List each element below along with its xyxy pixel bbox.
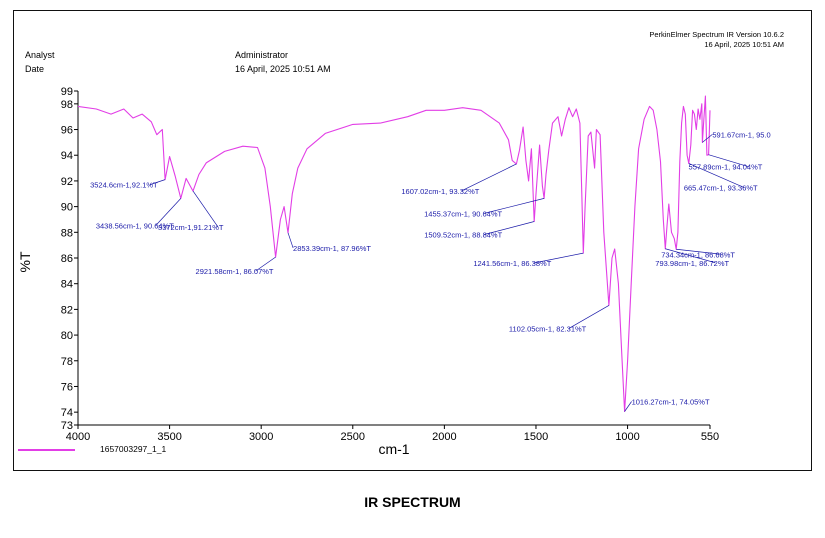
annotation-leader <box>676 248 722 255</box>
annotation-label: 1455.37cm-1, 90.64%T <box>424 209 502 218</box>
annotation-label: 1241.56cm-1, 86.38%T <box>473 259 551 268</box>
annotation-leader <box>461 163 517 192</box>
y-tick-label: 99 <box>61 86 73 98</box>
y-tick-label: 84 <box>61 279 73 291</box>
x-tick-label: 1000 <box>615 431 639 443</box>
annotation-label: 1509.52cm-1, 88.84%T <box>424 231 502 240</box>
y-tick-label: 88 <box>61 227 73 239</box>
annotation-label: 591.67cm-1, 95.0 <box>712 130 770 139</box>
date-label: Date <box>25 64 45 74</box>
annotation-leader <box>484 221 535 235</box>
x-tick-label: 3500 <box>157 431 181 443</box>
annotation-leader <box>155 198 182 226</box>
y-tick-label: 90 <box>61 202 73 214</box>
spectrum-line <box>77 95 711 413</box>
y-axis-label: %T <box>17 251 33 272</box>
annotation-label: 557.89cm-1, 94.04%T <box>689 163 763 172</box>
chart-annotations: 3524.6cm-1,92.1%T 3438.56cm-1, 90.64%T337… <box>90 130 771 412</box>
y-tick-label: 80 <box>61 330 73 342</box>
x-tick-label: 550 <box>701 431 719 443</box>
annotation-leader <box>624 401 632 412</box>
y-tick-label: 86 <box>61 253 73 265</box>
annotation-leader <box>255 256 276 272</box>
annotation-label: 3372cm-1,91.21%T <box>158 223 224 232</box>
annotation-label: 2853.39cm-1, 87.96%T <box>293 244 371 253</box>
y-tick-label: 98 <box>61 99 73 111</box>
y-tick-label: 73 <box>61 420 73 432</box>
report-timestamp: 16 April, 2025 10:51 AM <box>235 64 331 74</box>
annotation-label: 1102.05cm-1, 82.31%T <box>509 324 587 333</box>
y-tick-label: 82 <box>61 304 73 316</box>
legend-swatch <box>18 449 75 451</box>
annotation-label: 2921.58cm-1, 86.07%T <box>196 267 274 276</box>
annotation-label: 793.98cm-1, 86.72%T <box>655 259 729 268</box>
y-tick-label: 94 <box>61 150 73 162</box>
annotation-leader <box>568 305 610 329</box>
analyst-label: Analyst <box>25 50 55 60</box>
annotation-leader <box>702 134 713 143</box>
annotation-leader <box>688 163 744 188</box>
x-axis-label: cm-1 <box>378 441 409 457</box>
annotation-label: 1016.27cm-1, 74.05%T <box>632 398 710 407</box>
legend-label: 1657003297_1_1 <box>100 444 167 454</box>
annotation-leader <box>533 252 584 264</box>
figure-caption: IR SPECTRUM <box>364 494 461 510</box>
x-tick-label: 4000 <box>66 431 90 443</box>
annotation-leader <box>665 248 716 264</box>
software-version: PerkinElmer Spectrum IR Version 10.6.2 <box>649 30 784 39</box>
report-frame <box>13 10 812 471</box>
annotation-label: 734.34cm-1, 86.68%T <box>661 250 735 259</box>
operator-name: Administrator <box>235 50 289 60</box>
annotation-label: 665.47cm-1, 93.36%T <box>684 183 758 192</box>
annotation-label: 3438.56cm-1, 90.64%T <box>96 221 174 230</box>
x-tick-label: 2500 <box>341 431 365 443</box>
y-tick-label: 92 <box>61 176 73 188</box>
annotation-leader <box>484 198 545 214</box>
y-tick-label: 78 <box>61 356 73 368</box>
annotation-label: 3524.6cm-1,92.1%T <box>90 181 158 190</box>
x-tick-label: 3000 <box>249 431 273 443</box>
annotation-leader <box>149 179 166 185</box>
y-tick-label: 74 <box>61 407 73 419</box>
chart-series <box>77 95 711 413</box>
y-tick-label: 96 <box>61 125 73 137</box>
annotation-label: 1607.02cm-1, 93.32%T <box>401 187 479 196</box>
x-tick-label: 2000 <box>432 431 456 443</box>
x-tick-label: 1500 <box>524 431 548 443</box>
annotation-leader <box>708 154 749 168</box>
annotation-leader <box>192 190 219 228</box>
annotation-leader <box>287 232 294 248</box>
y-tick-label: 76 <box>61 381 73 393</box>
software-timestamp: 16 April, 2025 10:51 AM <box>704 40 784 49</box>
